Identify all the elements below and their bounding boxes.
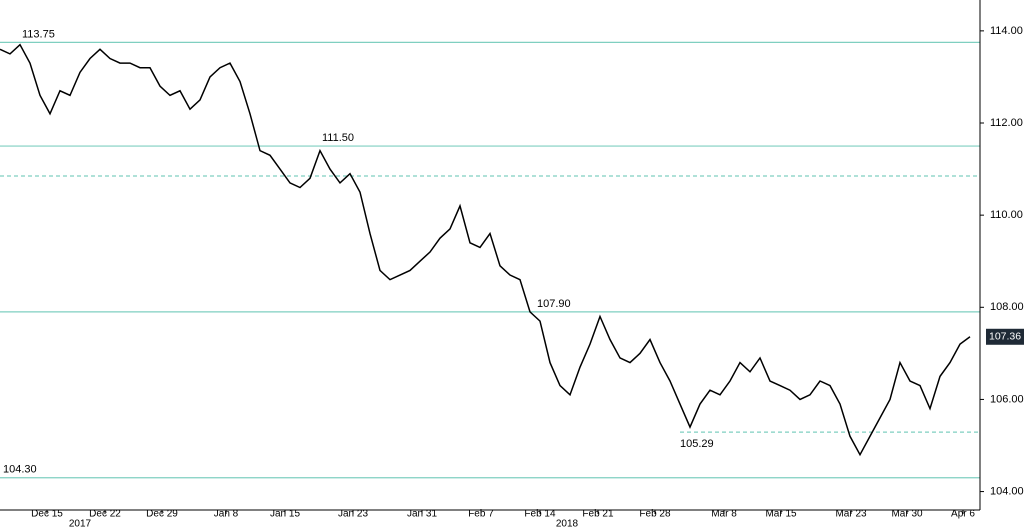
x-tick-label: Mar 30 (891, 509, 923, 520)
x-tick-label: Mar 23 (835, 509, 867, 520)
y-tick-label: 106.00 (990, 393, 1024, 405)
y-tick-label: 114.00 (990, 25, 1023, 37)
reference-label: 105.29 (680, 438, 714, 450)
x-tick-label: Feb 28 (639, 509, 671, 520)
x-tick-label: Mar 15 (765, 509, 797, 520)
x-tick-label: Dec 29 (146, 509, 178, 520)
x-tick-label: Dec 22 (89, 509, 121, 520)
reference-label: 104.30 (3, 464, 37, 476)
reference-label: 113.75 (22, 28, 55, 40)
year-label: 2018 (556, 519, 579, 528)
y-tick-label: 112.00 (990, 117, 1023, 129)
x-tick-label: Feb 21 (582, 509, 614, 520)
x-tick-label: Feb 14 (524, 509, 556, 520)
y-tick-label: 104.00 (990, 485, 1024, 497)
y-tick-label: 110.00 (990, 209, 1023, 221)
last-value-label: 107.36 (989, 331, 1021, 343)
last-value-box (986, 328, 1024, 345)
reference-label: 111.50 (322, 132, 354, 144)
reference-label: 107.90 (537, 298, 571, 310)
y-tick-label: 108.00 (990, 301, 1024, 313)
x-tick-label: Jan 23 (338, 509, 368, 520)
price-line (0, 43, 971, 457)
year-label: 2017 (69, 519, 92, 528)
x-tick-label: Jan 31 (407, 509, 437, 520)
x-tick-label: Feb 7 (468, 509, 494, 520)
x-tick-label: Jan 8 (214, 509, 239, 520)
x-tick-label: Dec 15 (31, 509, 63, 520)
x-tick-label: Apr 6 (951, 509, 975, 520)
x-tick-label: Mar 8 (711, 509, 737, 520)
x-tick-label: Jan 15 (270, 509, 300, 520)
